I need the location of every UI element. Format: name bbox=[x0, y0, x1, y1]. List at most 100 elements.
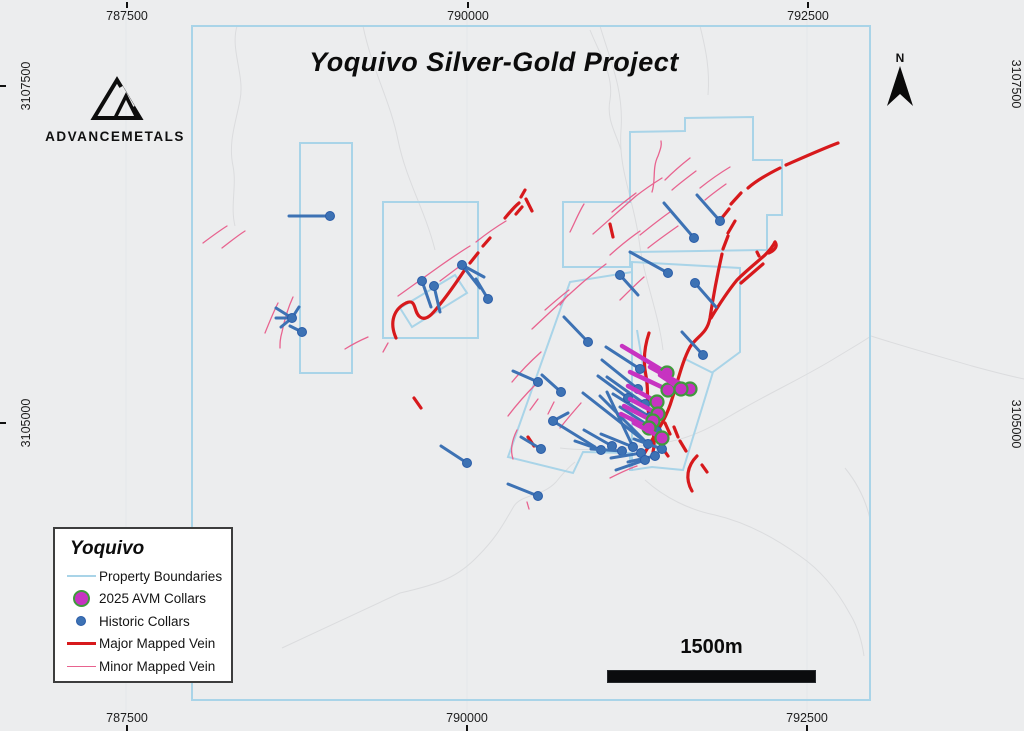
minor-vein-path bbox=[531, 263, 607, 330]
major-vein-path bbox=[784, 141, 840, 167]
contour-line bbox=[870, 335, 1024, 380]
major-vein-path bbox=[503, 201, 521, 220]
historic-collar bbox=[287, 313, 297, 323]
minor-vein-path bbox=[526, 501, 530, 510]
axis-label-top: 790000 bbox=[447, 9, 489, 23]
major-vein-path bbox=[672, 425, 680, 439]
historic-collar-trace bbox=[604, 345, 642, 371]
legend-swatch-dot-icon bbox=[63, 590, 99, 608]
historic-collar bbox=[690, 278, 700, 288]
minor-vein-path bbox=[397, 245, 471, 297]
historic-collar bbox=[533, 491, 543, 501]
historic-collar-trace bbox=[605, 375, 647, 406]
minor-vein-path bbox=[529, 398, 539, 411]
axis-label-right: 3105000 bbox=[1009, 399, 1023, 449]
legend-item-label: Property Boundaries bbox=[99, 568, 223, 584]
major-vein-path bbox=[686, 454, 699, 493]
legend-item-label: 2025 AVM Collars bbox=[99, 591, 207, 607]
minor-vein-path bbox=[279, 296, 294, 349]
minor-vein-path bbox=[569, 203, 585, 233]
historic-collar bbox=[483, 294, 493, 304]
north-arrow: N bbox=[884, 52, 916, 115]
historic-collar-trace bbox=[611, 392, 652, 419]
major-vein-path bbox=[514, 205, 524, 216]
axis-label-left: 3105000 bbox=[19, 398, 33, 448]
avm-collar-layer bbox=[618, 343, 698, 446]
north-arrow-label: N bbox=[895, 51, 905, 65]
axis-label-right: 3107500 bbox=[1009, 59, 1023, 109]
major-vein-path bbox=[663, 421, 672, 436]
axis-label-left: 3107500 bbox=[19, 61, 33, 111]
property-boundary-path bbox=[382, 201, 479, 339]
major-vein-path bbox=[412, 396, 423, 410]
historic-collar-trace bbox=[582, 428, 614, 448]
historic-collar-trace bbox=[680, 330, 705, 357]
minor-vein-path bbox=[544, 289, 570, 311]
minor-vein-path bbox=[651, 140, 662, 193]
property-boundary-layer bbox=[191, 25, 871, 701]
minor-vein-path bbox=[547, 401, 555, 415]
minor-vein-path bbox=[202, 225, 228, 244]
minor-vein-path bbox=[511, 351, 542, 383]
contour-line bbox=[559, 335, 872, 451]
avm-collar bbox=[673, 381, 689, 397]
axis-tick bbox=[0, 85, 6, 87]
property-boundary-path bbox=[191, 25, 871, 701]
minor-vein-path bbox=[671, 170, 697, 191]
axis-label-bottom: 787500 bbox=[106, 711, 148, 725]
historic-collar bbox=[615, 270, 625, 280]
minor-vein-path bbox=[382, 342, 389, 353]
legend-swatch bbox=[66, 575, 96, 578]
historic-collar bbox=[657, 444, 667, 454]
minor-vein-path bbox=[507, 382, 538, 417]
major-vein-path bbox=[519, 188, 527, 199]
legend-swatch-line-icon bbox=[63, 642, 99, 646]
minor-vein-path bbox=[592, 177, 663, 235]
legend-item: Historic Collars bbox=[55, 610, 231, 633]
minor-vein-path bbox=[510, 429, 518, 460]
historic-collar-trace bbox=[600, 358, 640, 391]
historic-collar bbox=[640, 455, 650, 465]
legend-rows: Property Boundaries 2025 AVM Collars Histo… bbox=[55, 565, 231, 678]
minor-vein-path bbox=[664, 157, 691, 181]
historic-collar-trace bbox=[609, 451, 643, 460]
legend-swatch-line-icon bbox=[63, 665, 99, 667]
axis-tick bbox=[126, 725, 128, 731]
minor-vein-path bbox=[344, 336, 369, 350]
property-boundary-path bbox=[299, 142, 353, 374]
major-vein-path bbox=[721, 234, 730, 251]
historic-collar-trace bbox=[562, 315, 590, 344]
legend-swatch bbox=[66, 665, 96, 667]
historic-collar-trace bbox=[596, 374, 630, 400]
legend-item: 2025 AVM Collars bbox=[55, 588, 231, 611]
major-vein-path bbox=[700, 463, 709, 474]
minor-vein-layer bbox=[202, 140, 731, 510]
axis-tick bbox=[807, 2, 809, 8]
company-logo-text: ADVANCEMETALS bbox=[45, 129, 185, 144]
historic-collar bbox=[457, 260, 467, 270]
major-vein-path bbox=[767, 240, 778, 255]
axis-label-top: 792500 bbox=[787, 9, 829, 23]
major-vein-path bbox=[608, 222, 615, 239]
historic-collar bbox=[429, 281, 439, 291]
historic-collar-trace bbox=[506, 482, 540, 498]
historic-collar bbox=[689, 233, 699, 243]
historic-collar-trace bbox=[693, 281, 718, 309]
contour-line bbox=[589, 29, 622, 151]
minor-vein-path bbox=[264, 302, 279, 334]
minor-vein-path bbox=[221, 230, 246, 249]
contour-line bbox=[699, 25, 709, 96]
major-vein-path bbox=[746, 166, 782, 190]
historic-collar bbox=[663, 268, 673, 278]
contour-layer bbox=[230, 25, 1024, 657]
historic-collar-trace bbox=[614, 458, 647, 472]
historic-collar bbox=[583, 337, 593, 347]
axis-tick bbox=[126, 2, 128, 8]
legend-item-label: Minor Mapped Vein bbox=[99, 658, 216, 674]
major-vein-path bbox=[468, 251, 480, 265]
legend-swatch bbox=[66, 642, 96, 646]
historic-collar bbox=[556, 387, 566, 397]
historic-collar-trace bbox=[551, 419, 597, 449]
north-arrow-icon bbox=[887, 66, 913, 106]
property-boundary-path bbox=[562, 115, 783, 268]
